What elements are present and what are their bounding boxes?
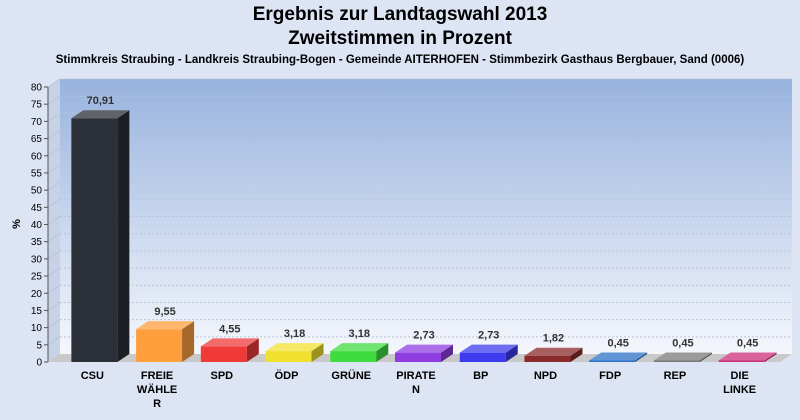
x-category-label: R	[153, 398, 161, 410]
bar-top	[395, 344, 453, 353]
bar-top	[200, 338, 259, 347]
x-category-label: BP	[473, 370, 488, 382]
x-category-label: FDP	[599, 370, 621, 382]
bar-top	[330, 343, 389, 352]
y-tick-label: 45	[31, 203, 43, 214]
gridline-side	[47, 233, 61, 243]
gridline-side	[47, 181, 61, 191]
bar-top	[459, 344, 518, 353]
y-tick-label: 80	[31, 83, 43, 94]
bar-side	[441, 344, 453, 362]
bar-side	[635, 352, 648, 362]
bar-front	[265, 351, 312, 362]
bar-side	[505, 344, 518, 362]
gridline-side	[47, 78, 61, 88]
bar-value-label: 3,18	[284, 328, 305, 340]
bar-value-label: 1,82	[543, 333, 564, 345]
bar-top	[524, 347, 583, 356]
bar-value-label: 4,55	[219, 323, 240, 335]
bar-front	[136, 329, 183, 362]
y-tick-label: 40	[31, 220, 43, 231]
bar-top	[265, 343, 324, 352]
gridline-side	[47, 198, 61, 208]
x-category-label: SPD	[211, 370, 234, 382]
y-axis-label: %	[11, 219, 23, 229]
y-tick-label: 35	[31, 237, 43, 248]
bar-side	[311, 343, 324, 362]
bar-value-label: 3,18	[349, 328, 370, 340]
y-tick-label: 70	[31, 117, 43, 128]
bar-value-label: 2,73	[478, 330, 499, 342]
y-tick-label: 20	[31, 289, 43, 300]
bar-front	[718, 360, 765, 362]
y-tick-label: 50	[31, 186, 43, 197]
bar-value-label: 9,55	[154, 306, 175, 318]
bar-front	[589, 360, 636, 362]
chart-title: Ergebnis zur Landtagswahl 2013	[252, 4, 548, 25]
bar-side	[570, 347, 583, 362]
bar-value-label: 2,73	[413, 330, 434, 342]
x-category-label: DIE	[730, 370, 748, 382]
gridline-side	[47, 216, 61, 225]
chart-district-line: Stimmkreis Straubing - Landkreis Straubi…	[55, 54, 745, 66]
x-category-label: PIRATE	[396, 370, 436, 382]
y-tick-label: 30	[31, 254, 43, 265]
bar-side	[117, 110, 130, 362]
y-tick-label: 0	[36, 358, 42, 369]
gridline-side	[47, 319, 61, 329]
gridline-side	[47, 336, 61, 346]
bar-top	[71, 110, 130, 119]
bar-top	[653, 352, 712, 361]
bar-front	[71, 118, 118, 362]
x-category-label: WÄHLE	[137, 383, 177, 396]
x-category-label: CSU	[81, 370, 104, 382]
y-tick-label: 15	[31, 306, 43, 317]
bar-value-label: 0,45	[737, 337, 758, 349]
gridline-side	[47, 302, 61, 311]
bar-top	[718, 352, 777, 361]
y-tick-label: 60	[31, 151, 43, 162]
x-category-label: N	[412, 384, 420, 396]
bar-side	[182, 321, 195, 362]
bar-side	[376, 343, 389, 362]
x-category-label: FREIE	[141, 370, 173, 382]
bar-top	[136, 321, 195, 330]
bar-front	[200, 346, 247, 362]
x-category-label: NPD	[534, 370, 557, 382]
gridline-side	[47, 284, 61, 294]
bar-front	[459, 352, 506, 362]
x-category-label: ÖDP	[275, 369, 299, 382]
bar-side	[699, 352, 712, 362]
gridline-side	[47, 112, 61, 122]
bar-value-label: 0,45	[607, 337, 628, 349]
x-category-label: GRÜNE	[331, 369, 371, 382]
bar-front	[524, 355, 571, 362]
y-tick-label: 25	[31, 272, 43, 283]
y-tick-label: 10	[31, 323, 43, 334]
bar-front	[330, 351, 377, 362]
gridline-side	[47, 267, 61, 277]
gridline-side	[47, 250, 61, 260]
chart-subtitle: Zweitstimmen in Prozent	[288, 28, 512, 49]
bar-top	[589, 352, 648, 361]
gridline-side	[47, 130, 61, 139]
y-tick-label: 55	[31, 168, 43, 179]
gridline-side	[47, 147, 61, 157]
gridline-side	[47, 95, 61, 105]
bar-front	[395, 352, 441, 362]
x-category-label: LINKE	[723, 384, 756, 396]
x-category-label: REP	[664, 370, 687, 382]
bar-front	[653, 360, 700, 362]
bar-side	[764, 352, 777, 362]
bar-side	[246, 338, 259, 362]
bar-value-label: 0,45	[672, 337, 693, 349]
y-tick-label: 5	[36, 340, 42, 351]
y-tick-label: 65	[31, 134, 43, 145]
bar-value-label: 70,91	[87, 95, 115, 107]
gridline-side	[47, 164, 61, 174]
y-tick-label: 75	[31, 100, 43, 111]
